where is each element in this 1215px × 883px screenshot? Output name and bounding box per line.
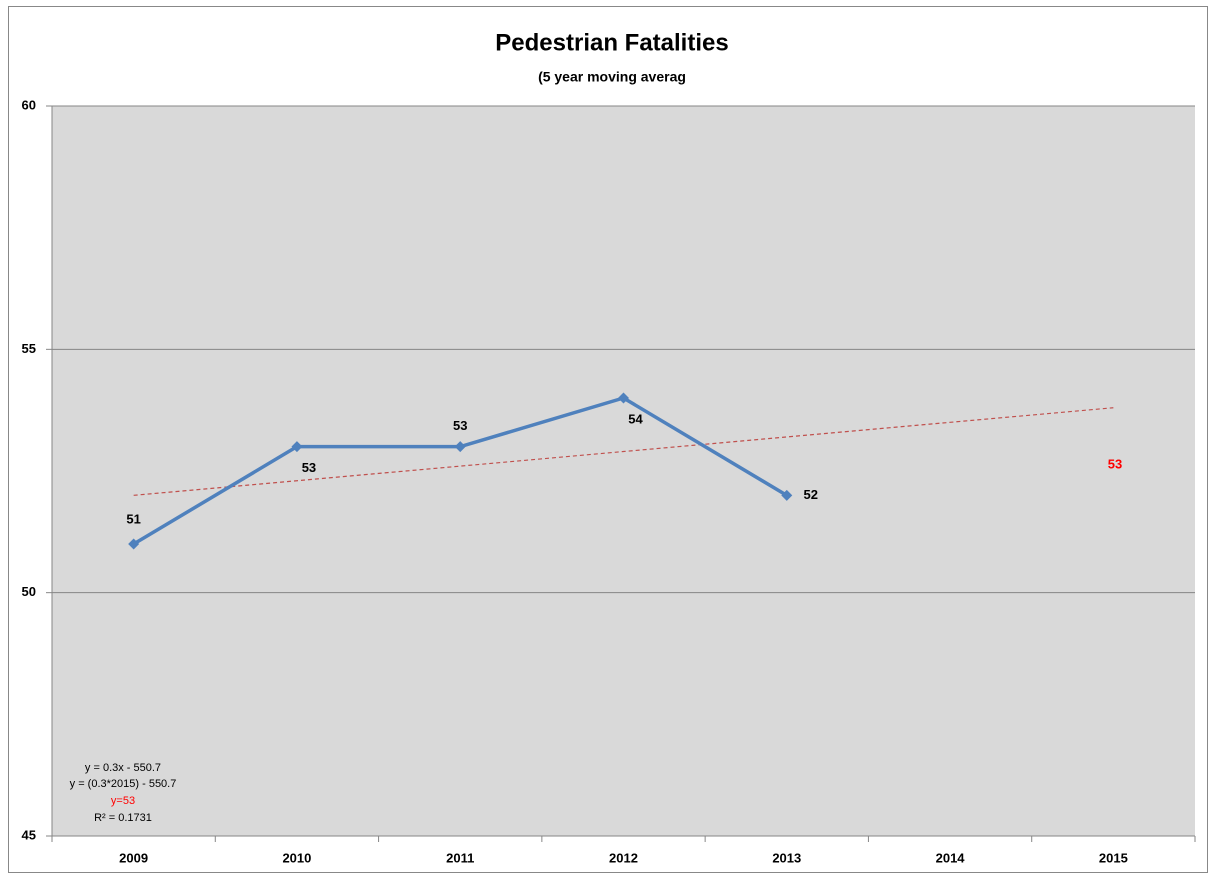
annotation: y=53: [111, 795, 135, 807]
trend-line: [133, 407, 1114, 496]
data-label: 54: [628, 411, 643, 426]
chart-title: Pedestrian Fatalities: [495, 29, 728, 56]
plot-area: [52, 106, 1195, 836]
y-tick-label: 55: [22, 341, 36, 356]
data-label: 52: [804, 487, 818, 502]
marker: [618, 392, 629, 404]
y-tick-label: 45: [22, 827, 36, 842]
x-tick-label: 2012: [609, 850, 638, 865]
data-label: 51: [126, 511, 140, 526]
marker: [128, 538, 140, 550]
data-label: 53: [302, 460, 316, 475]
annotation: y = 0.3x - 550.7: [85, 762, 161, 774]
annotation: y = (0.3*2015) - 550.7: [70, 778, 177, 790]
projection-label: 53: [1108, 456, 1122, 471]
marker: [454, 441, 466, 453]
x-tick-label: 2014: [936, 850, 966, 865]
marker: [781, 489, 793, 501]
marker: [291, 441, 303, 453]
data-label: 53: [453, 418, 467, 433]
x-tick-label: 2015: [1099, 850, 1128, 865]
y-tick-label: 60: [22, 97, 36, 112]
chart-subtitle: (5 year moving averag: [538, 69, 686, 85]
annotation: R² = 0.1731: [94, 812, 152, 824]
x-tick-label: 2009: [119, 850, 148, 865]
y-tick-label: 50: [22, 584, 36, 599]
x-tick-label: 2011: [446, 850, 474, 865]
x-tick-label: 2010: [282, 850, 311, 865]
x-tick-label: 2013: [772, 850, 801, 865]
